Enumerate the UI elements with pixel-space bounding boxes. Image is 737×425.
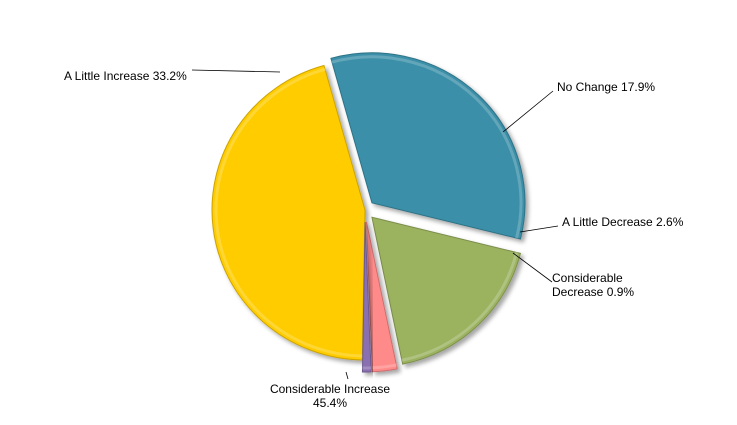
pie-slice-considerable-increase: [211, 64, 366, 361]
pie-slice-highlight-a-little-increase: [331, 55, 523, 239]
leader-line-a-little-increase: [191, 69, 281, 73]
slice-label-a-little-decrease: A Little Decrease 2.6%: [562, 215, 684, 229]
pie-slice-no-change: [371, 216, 522, 365]
slice-label-considerable-increase: Considerable Increase 45.4%: [270, 382, 390, 410]
pie-slice-highlight-no-change: [401, 252, 518, 362]
pie-slice-a-little-decrease: [365, 221, 398, 373]
slice-label-considerable-decrease: Considerable Decrease 0.9%: [552, 271, 634, 299]
leader-line-a-little-decrease: [519, 225, 559, 233]
pie-slice-highlight-a-little-decrease: [372, 363, 397, 370]
pie-slice-highlight-considerable-increase: [214, 67, 363, 358]
leader-line-no-change: [502, 90, 554, 133]
slice-label-no-change: No Change 17.9%: [557, 80, 655, 94]
slice-label-a-little-increase: A Little Increase 33.2%: [64, 69, 187, 83]
leader-line-considerable-increase: [345, 371, 349, 380]
leader-line-considerable-decrease: [512, 252, 553, 283]
pie-slice-considerable-decrease: [361, 221, 372, 373]
